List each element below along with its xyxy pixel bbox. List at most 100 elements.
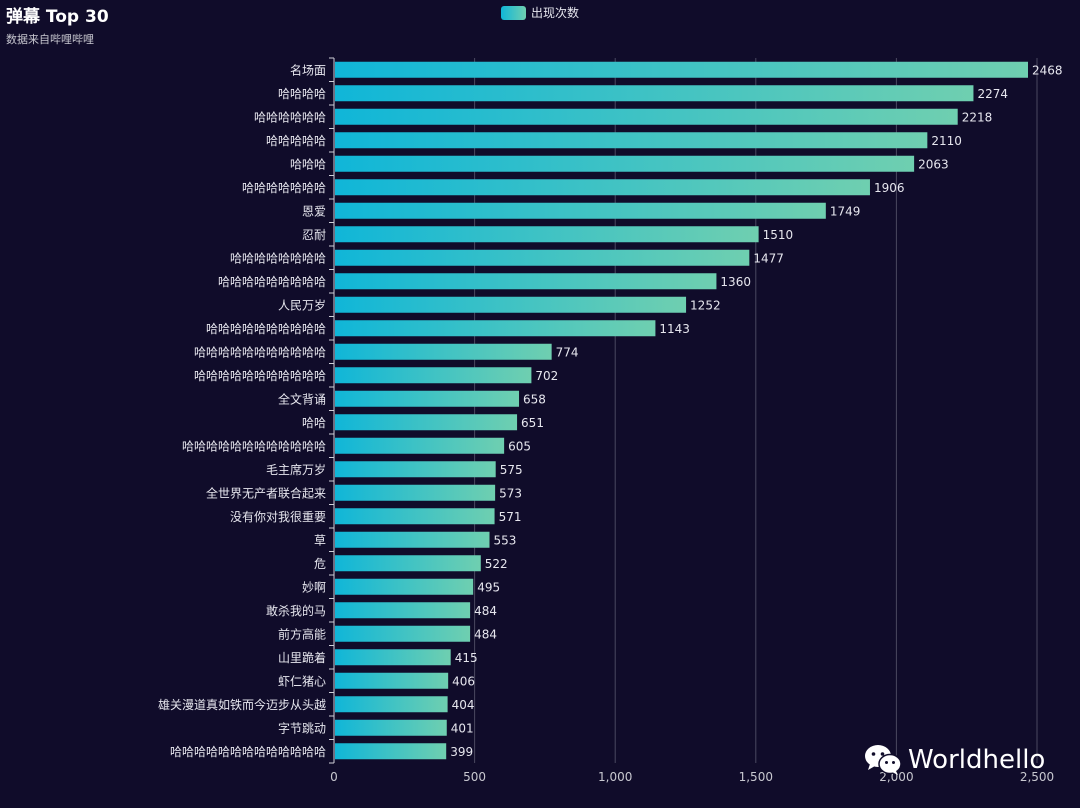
legend[interactable]: 出现次数: [501, 4, 579, 21]
bar[interactable]: [335, 296, 687, 313]
bar[interactable]: [335, 61, 1029, 78]
bar[interactable]: [335, 320, 656, 337]
bar[interactable]: [335, 202, 826, 219]
category-label: 敢杀我的马: [266, 603, 326, 618]
watermark: Worldhello: [864, 744, 1045, 776]
category-label: 哈哈哈哈哈: [266, 134, 326, 148]
bar[interactable]: [335, 484, 496, 501]
category-label: 全世界无产者联合起来: [206, 485, 326, 500]
value-label: 651: [521, 416, 544, 430]
x-tick-label: 1,500: [739, 770, 773, 784]
value-label: 1906: [874, 181, 905, 195]
bar[interactable]: [335, 625, 471, 642]
value-label: 774: [556, 345, 579, 359]
legend-swatch-icon[interactable]: [501, 5, 526, 20]
bar[interactable]: [335, 696, 448, 713]
category-label: 名场面: [290, 62, 326, 77]
value-label: 415: [455, 651, 478, 665]
bar[interactable]: [335, 719, 447, 736]
value-label: 2063: [918, 157, 949, 171]
bar[interactable]: [335, 672, 449, 689]
axes: [329, 57, 335, 764]
category-label: 哈哈哈哈: [278, 87, 326, 101]
value-label: 1477: [753, 251, 784, 265]
bar[interactable]: [335, 649, 451, 666]
value-label: 553: [494, 533, 517, 547]
value-label: 2468: [1032, 63, 1063, 77]
category-label: 妙啊: [302, 580, 326, 594]
bar[interactable]: [335, 132, 928, 149]
bar[interactable]: [335, 390, 520, 407]
value-label: 573: [499, 486, 522, 500]
category-label: 危: [314, 557, 326, 571]
value-label: 1252: [690, 298, 721, 312]
category-label: 没有你对我很重要: [230, 509, 326, 524]
bar[interactable]: [335, 85, 974, 102]
category-label: 哈哈哈哈哈哈哈哈哈哈: [206, 322, 326, 336]
category-label: 忍耐: [302, 228, 326, 242]
value-label: 658: [523, 392, 546, 406]
value-label: 571: [499, 510, 522, 524]
value-label: 1143: [659, 322, 690, 336]
category-label: 人民万岁: [278, 297, 326, 312]
bar[interactable]: [335, 531, 490, 548]
category-label: 哈哈哈哈哈哈哈哈哈哈哈: [194, 345, 326, 359]
bar[interactable]: [335, 108, 958, 125]
bar[interactable]: [335, 179, 870, 196]
bar[interactable]: [335, 437, 505, 454]
bar[interactable]: [335, 555, 481, 572]
chart-title: 弹幕 Top 30: [6, 7, 109, 27]
legend-label[interactable]: 出现次数: [531, 6, 580, 20]
watermark-text: Worldhello: [908, 745, 1046, 775]
bar[interactable]: [335, 414, 518, 431]
category-label: 哈哈哈哈哈哈哈哈哈哈哈: [194, 369, 326, 383]
category-label: 哈哈: [302, 416, 326, 430]
value-label: 404: [452, 698, 475, 712]
value-label: 484: [474, 627, 497, 641]
category-label: 虾仁猪心: [278, 674, 326, 688]
value-label: 605: [508, 439, 531, 453]
category-label: 草: [314, 533, 326, 547]
x-tick-label: 0: [330, 770, 338, 784]
value-label: 1360: [720, 275, 751, 289]
bars: [335, 61, 1029, 760]
bar[interactable]: [335, 743, 447, 760]
value-label: 702: [535, 369, 558, 383]
category-label: 哈哈哈哈哈哈哈哈哈哈哈哈: [182, 439, 326, 453]
value-label: 401: [451, 721, 474, 735]
value-label: 484: [474, 604, 497, 618]
category-label: 哈哈哈哈哈哈哈哈哈: [218, 275, 326, 289]
bar[interactable]: [335, 508, 495, 525]
category-label: 山里跪着: [278, 650, 326, 665]
wechat-icon: [865, 745, 902, 775]
bar[interactable]: [335, 578, 474, 595]
value-label: 2274: [977, 87, 1008, 101]
bar[interactable]: [335, 249, 750, 266]
x-tick-label: 2,500: [1020, 770, 1054, 784]
category-label: 哈哈哈哈哈哈哈: [242, 181, 326, 195]
value-label: 495: [477, 580, 500, 594]
category-label: 字节跳动: [278, 720, 326, 735]
bar[interactable]: [335, 273, 717, 290]
category-label: 哈哈哈哈哈哈哈哈: [230, 251, 326, 265]
bar[interactable]: [335, 343, 552, 360]
bar[interactable]: [335, 602, 471, 619]
category-label: 恩爱: [302, 204, 326, 218]
value-label: 406: [452, 674, 475, 688]
category-label: 哈哈哈哈哈哈: [254, 110, 326, 124]
category-label: 全文背诵: [278, 391, 326, 406]
x-tick-label: 1,000: [598, 770, 632, 784]
value-label: 399: [450, 745, 473, 759]
bar[interactable]: [335, 226, 759, 243]
bar[interactable]: [335, 461, 496, 478]
value-label: 522: [485, 557, 508, 571]
category-label: 毛主席万岁: [266, 462, 326, 477]
chart-subtitle: 数据来自哔哩哔哩: [6, 33, 94, 46]
bar[interactable]: [335, 155, 915, 172]
bar[interactable]: [335, 367, 532, 384]
value-label: 2110: [931, 134, 962, 148]
value-label: 1749: [830, 204, 861, 218]
category-label: 雄关漫道真如铁而今迈步从头越: [158, 697, 326, 712]
